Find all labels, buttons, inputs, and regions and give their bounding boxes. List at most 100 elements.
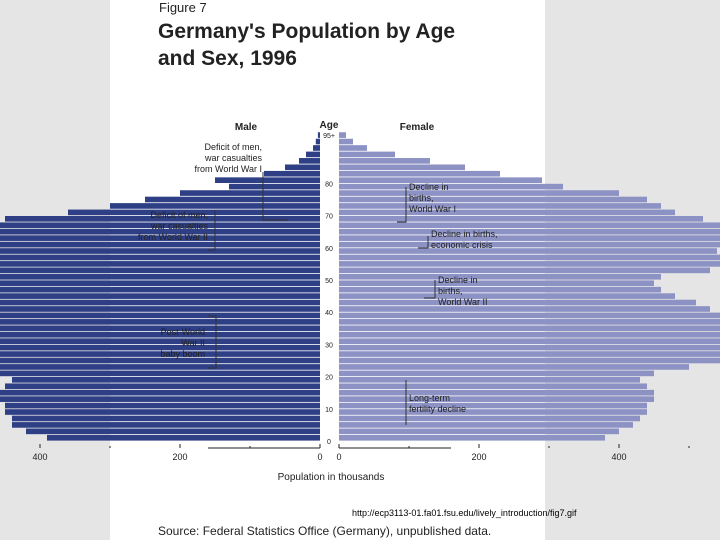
bracket-male-baby-boom (208, 315, 217, 369)
male-bar (12, 415, 320, 422)
male-bar (0, 338, 320, 344)
female-bar (339, 396, 654, 402)
male-bar (0, 312, 320, 319)
source-url: http://ecp3113-01.fa01.fsu.edu/lively_in… (352, 508, 577, 518)
chart-title-line1: Germany's Population by Age (158, 20, 456, 43)
male-bar (180, 190, 320, 196)
male-bar (0, 396, 320, 402)
male-bar (5, 216, 320, 222)
annotation-female-fertility-decline: Long-term fertility decline (409, 393, 467, 414)
x-tick-label: 200 (172, 452, 187, 462)
bracket-male-ww1 (262, 172, 288, 221)
female-header: Female (400, 122, 435, 133)
annotation-male-ww1: Deficit of men, war casualties from Worl… (194, 142, 262, 174)
female-bar (339, 293, 675, 299)
chart-title-line2: and Sex, 1996 (158, 47, 297, 70)
male-bar (0, 286, 320, 293)
male-bar (0, 273, 320, 280)
age-header: Age (320, 120, 339, 131)
male-bar (5, 383, 320, 390)
female-bar (339, 145, 367, 151)
female-bar (339, 254, 720, 261)
male-bar (0, 261, 320, 267)
x-axis-label: Population in thousands (278, 472, 385, 483)
female-bar (339, 196, 647, 203)
female-bar (339, 228, 720, 235)
male-bar (0, 357, 320, 364)
male-bar (145, 196, 320, 203)
bracket-male-ww2 (208, 210, 216, 251)
bracket-female-ww1 (397, 187, 407, 223)
male-bar (0, 370, 320, 377)
female-bar (339, 409, 647, 415)
annotation-female-ww2: Decline in births, World War II (438, 275, 488, 307)
annotation-female-ww1: Decline in births, World War I (409, 182, 457, 214)
male-bar (0, 299, 320, 306)
female-bar (339, 338, 720, 344)
male-bar (0, 228, 320, 235)
male-bar (68, 209, 320, 216)
male-bar (0, 344, 320, 351)
male-bar (5, 402, 320, 409)
female-bar (339, 273, 661, 280)
female-bar (339, 428, 619, 435)
bracket-female-economic-crisis (418, 236, 429, 249)
male-bar (0, 351, 320, 357)
female-bar (339, 177, 542, 183)
female-bar (339, 164, 465, 171)
female-bar (339, 158, 430, 164)
female-bar (339, 286, 661, 293)
female-bar (339, 151, 395, 158)
male-bar (229, 183, 320, 190)
female-bar (339, 267, 710, 274)
female-bar (339, 370, 654, 377)
age-tick-label: 80 (325, 181, 333, 188)
male-bar (5, 409, 320, 415)
female-bar (339, 261, 720, 267)
male-bar (0, 280, 320, 287)
female-bar (339, 415, 640, 422)
male-bar (0, 235, 320, 241)
male-bar (12, 422, 320, 428)
male-bar (12, 377, 320, 383)
male-bar (0, 306, 320, 312)
age-tick-label: 0 (327, 439, 331, 446)
male-bar (110, 203, 320, 209)
age-tick-label: 30 (325, 342, 333, 349)
annotation-male-ww2: Deficit of men, war casualties from Worl… (137, 210, 208, 242)
female-bar (339, 344, 720, 351)
male-header: Male (235, 122, 258, 133)
age-tick-label: 10 (325, 407, 333, 414)
male-bar (0, 325, 320, 332)
female-bar (339, 222, 720, 229)
x-tick-label: 200 (471, 452, 486, 462)
female-bar (339, 132, 346, 138)
male-bar (317, 132, 320, 138)
male-bar (0, 331, 320, 338)
annotation-male-baby-boom: Post-World War II baby boom (160, 327, 205, 359)
female-bar (339, 209, 675, 216)
female-bar (339, 357, 720, 364)
female-bar (339, 364, 689, 370)
male-bar (264, 170, 320, 177)
male-bar (0, 222, 320, 229)
male-bar (0, 248, 320, 254)
male-bar (47, 434, 320, 441)
female-bar (339, 248, 717, 254)
male-bar (299, 158, 320, 164)
annotation-female-economic-crisis: Decline in births, economic crisis (431, 229, 498, 250)
female-bar (339, 389, 654, 396)
female-bar (339, 377, 640, 383)
male-bar (306, 151, 320, 158)
female-bar (339, 190, 619, 196)
female-bar (339, 241, 720, 248)
female-bar (339, 203, 661, 209)
female-bar (339, 216, 703, 222)
male-bar (0, 267, 320, 274)
female-bar (339, 319, 720, 325)
age-tick-label: 60 (325, 246, 333, 253)
male-bar (0, 241, 320, 248)
male-bar (0, 389, 320, 396)
female-bar (339, 383, 647, 390)
